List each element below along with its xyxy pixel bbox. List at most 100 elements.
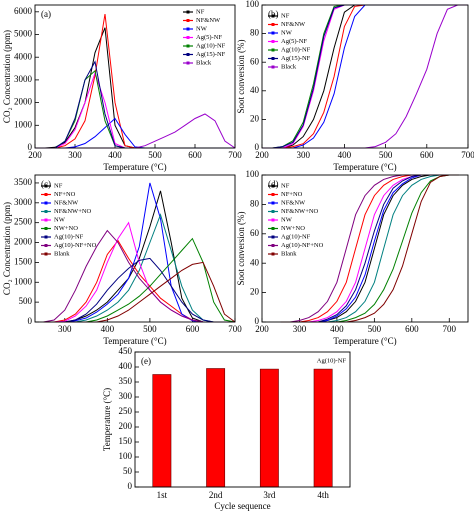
- plot-frame: [34, 174, 236, 323]
- y-tick-label: 1500: [14, 256, 33, 266]
- y-tick-label: 20: [250, 287, 260, 297]
- legend-label: NW: [281, 216, 293, 223]
- series-line: [35, 60, 235, 149]
- legend-marker: [271, 218, 275, 222]
- x-tick-label: 400: [330, 324, 344, 334]
- x-tick-label: 500: [148, 150, 162, 160]
- y-tick-label: 400: [119, 361, 133, 371]
- legend-label: NF+NO: [281, 191, 303, 198]
- y-axis-label: Soot conversion (%): [236, 212, 246, 286]
- y-tick-label: 3000: [14, 74, 33, 84]
- x-tick-label: 500: [143, 324, 157, 334]
- legend-label: NW: [281, 29, 293, 36]
- x-tick-label: 500: [379, 150, 393, 160]
- plot-frame: [134, 351, 351, 488]
- plot-frame: [34, 4, 236, 149]
- annotation: Ag(10)-NF: [317, 357, 347, 364]
- legend-label: Ag(10)-NF: [281, 46, 311, 53]
- legend-marker: [271, 193, 275, 196]
- legend-marker: [271, 14, 275, 18]
- legend-label: NF&NW: [196, 17, 221, 24]
- legend-marker: [44, 184, 48, 188]
- y-tick-label: 40: [250, 85, 260, 95]
- x-tick-label: 1st: [157, 490, 168, 500]
- legend-marker: [186, 10, 190, 14]
- legend-label: NF+NO: [54, 191, 76, 198]
- x-tick-label: 300: [68, 150, 82, 160]
- y-tick-label: 80: [250, 198, 260, 208]
- y-tick-label: 100: [246, 169, 260, 179]
- series-line: [35, 69, 235, 149]
- legend-marker: [271, 244, 275, 247]
- x-tick-label: 200: [255, 150, 269, 160]
- legend-marker: [271, 40, 275, 43]
- plot-frame: [261, 174, 469, 323]
- legend-label: Black: [281, 63, 297, 70]
- panel-label: (a): [41, 9, 51, 19]
- x-tick-label: 3rd: [263, 490, 275, 500]
- y-axis-label: Temperature (°C): [102, 388, 112, 451]
- x-tick-label: 700: [228, 150, 242, 160]
- legend-marker: [186, 19, 190, 22]
- bar: [259, 368, 279, 488]
- legend-marker: [44, 201, 48, 205]
- legend-label: NW: [54, 216, 66, 223]
- y-axis-label: CO₂ Concentration (ppm): [2, 30, 12, 123]
- y-axis-label: CO₂ Concentration (ppm): [2, 202, 12, 295]
- y-tick-label: 0: [255, 316, 260, 326]
- y-axis-label: Soot conversion (%): [236, 40, 246, 114]
- y-tick-label: 40: [250, 257, 260, 267]
- legend-marker: [186, 61, 190, 65]
- legend-label: Ag(15)-NF: [281, 55, 311, 62]
- y-tick-label: 1000: [14, 119, 33, 129]
- x-axis-label: Temperature (°C): [103, 336, 166, 346]
- y-tick-label: 50: [123, 466, 133, 476]
- legend-label: Ag(10)-NF+NO: [281, 242, 324, 249]
- legend-label: Blank: [281, 250, 297, 257]
- panel-label: (e): [141, 356, 151, 366]
- y-tick-label: 450: [119, 346, 133, 356]
- legend-marker: [44, 252, 48, 256]
- legend-marker: [186, 44, 190, 48]
- x-tick-label: 400: [338, 150, 352, 160]
- legend-label: Ag(5)-NF: [196, 34, 222, 41]
- legend-marker: [44, 235, 48, 239]
- y-tick-label: 300: [119, 391, 133, 401]
- legend-marker: [186, 36, 190, 39]
- series-line: [35, 71, 235, 149]
- y-tick-label: 0: [28, 316, 33, 326]
- legend-label: Ag(10)-NF: [281, 233, 311, 240]
- legend-label: NF&NW+NO: [281, 208, 319, 215]
- bar: [206, 368, 226, 488]
- x-tick-label: 700: [228, 324, 242, 334]
- x-tick-label: 700: [461, 150, 474, 160]
- legend-label: NF: [54, 182, 63, 189]
- legend-label: Black: [196, 59, 212, 66]
- x-axis-label: Temperature (°C): [333, 162, 396, 172]
- y-tick-label: 20: [250, 113, 260, 123]
- panel-label: (b): [268, 9, 279, 19]
- legend-label: NF&NW: [281, 21, 306, 28]
- y-tick-label: 80: [250, 28, 260, 38]
- x-axis-label: Temperature (°C): [103, 162, 166, 172]
- panel-label: (d): [268, 179, 279, 189]
- legend-label: Ag(10)-NF: [54, 233, 84, 240]
- legend-marker: [44, 193, 48, 196]
- panel-label: (c): [41, 179, 51, 189]
- legend-marker: [271, 210, 275, 213]
- y-tick-label: 500: [19, 296, 33, 306]
- legend-label: Ag(10)-NF: [196, 42, 226, 49]
- legend-marker: [271, 235, 275, 239]
- legend-label: NF: [196, 8, 205, 15]
- y-tick-label: 2500: [14, 217, 33, 227]
- x-tick-label: 600: [405, 324, 419, 334]
- x-axis-label: Cycle sequence: [214, 501, 270, 511]
- legend-marker: [44, 218, 48, 222]
- legend-label: NW+NO: [281, 225, 305, 232]
- legend-marker: [186, 27, 190, 31]
- legend-marker: [44, 227, 48, 230]
- y-tick-label: 3500: [14, 177, 33, 187]
- y-tick-label: 0: [28, 142, 33, 152]
- x-tick-label: 600: [188, 150, 202, 160]
- legend-marker: [271, 48, 275, 52]
